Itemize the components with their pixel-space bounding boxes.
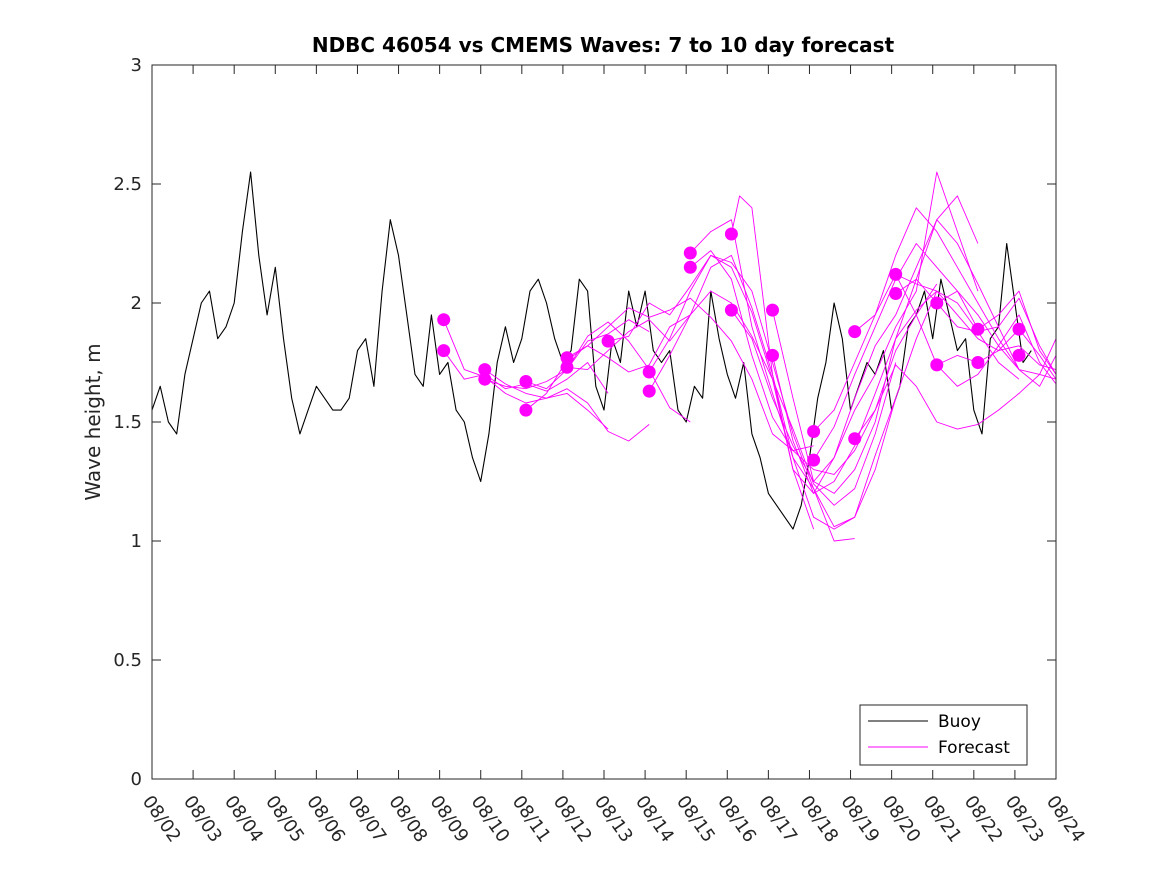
forecast-start-marker-9 [642,365,656,379]
buoy-series-line [151,171,1032,530]
forecast-start-marker-13 [724,227,738,241]
forecast-start-marker-17 [807,425,821,438]
forecast-start-marker-0 [437,313,451,327]
forecast-series-line-15 [731,171,979,482]
forecast-start-marker-24 [930,358,944,372]
x-tick-label: 08/03 [179,792,226,847]
y-tick-label: 1 [131,531,142,552]
forecast-start-marker-8 [601,334,615,348]
forecast-series-line-19 [813,243,1057,461]
forecast-start-marker-3 [478,372,492,386]
forecast-start-marker-12 [683,260,697,274]
forecast-series-line-7 [566,297,814,452]
legend-label-forecast: Forecast [938,738,1010,758]
forecast-series-line-1 [443,319,609,430]
x-tick-label: 08/02 [138,792,185,847]
x-tick-label: 08/12 [549,792,596,847]
x-tick-label: 08/22 [960,792,1007,847]
forecast-series-line-6 [525,314,691,411]
x-tick-label: 08/17 [754,792,801,847]
x-tick-label: 08/14 [631,792,678,847]
forecast-series-line-11 [648,254,897,506]
forecast-start-marker-15 [766,303,779,317]
x-tick-label: 08/09 [426,792,473,847]
forecast-start-marker-10 [642,384,656,398]
forecast-series-line-20 [854,273,1057,371]
forecast-start-marker-23 [930,296,944,310]
forecast-series-line-12 [689,219,938,528]
forecast-start-marker-19 [848,325,862,339]
forecast-start-marker-7 [560,360,574,374]
forecast-start-marker-22 [889,287,903,300]
x-tick-label: 08/21 [919,792,966,847]
x-tick-label: 08/23 [1001,792,1048,847]
x-tick-label: 08/19 [836,792,883,847]
forecast-start-marker-27 [1012,322,1026,336]
forecast-start-marker-1 [437,344,451,358]
forecast-start-marker-16 [766,348,779,362]
x-tick-label: 08/15 [672,792,719,847]
forecast-start-marker-4 [519,375,533,388]
y-tick-label: 0.5 [113,650,142,671]
x-tick-label: 08/13 [590,792,637,847]
y-tick-label: 2.5 [113,174,142,195]
forecast-series-line-13 [690,250,938,475]
x-tick-label: 08/16 [713,792,760,847]
x-tick-label: 08/07 [343,792,390,847]
y-tick-label: 3 [131,55,142,76]
x-tick-label: 08/08 [384,792,431,847]
x-tick-label: 08/04 [220,792,267,847]
chart-title: NDBC 46054 vs CMEMS Waves: 7 to 10 day f… [312,33,895,57]
y-tick-label: 0 [131,769,142,790]
series-layer [151,171,1057,542]
forecast-start-marker-18 [807,453,821,467]
x-tick-label: 08/10 [467,792,514,847]
x-tick-label: 08/06 [302,792,349,847]
marker-layer [437,227,1026,467]
forecast-start-marker-5 [519,403,533,417]
x-tick-label: 08/05 [261,792,308,847]
x-tick-label: 08/20 [878,792,925,847]
forecast-start-marker-11 [683,246,697,260]
forecast-start-marker-6 [560,351,574,365]
legend-box [859,704,1028,766]
forecast-series-line-24 [936,290,1057,375]
x-tick-label: 08/18 [795,792,842,847]
forecast-series-line-25 [936,328,1057,380]
forecast-start-marker-21 [889,267,903,281]
legend: Buoy Forecast [859,704,1028,766]
forecast-start-marker-20 [848,432,862,446]
y-tick-label: 1.5 [113,412,142,433]
y-tick-label: 2 [131,293,142,314]
forecast-start-marker-14 [724,303,738,317]
x-tick-label: 08/24 [1042,792,1089,847]
forecast-series-line-21 [854,364,1057,439]
forecast-start-marker-26 [971,356,985,369]
x-tick-label: 08/11 [508,792,555,847]
legend-label-buoy: Buoy [938,712,981,732]
plot-background [152,65,1056,779]
y-axis-label: Wave height, m [81,343,105,500]
forecast-start-marker-2 [478,363,492,377]
forecast-start-marker-28 [1012,348,1026,362]
forecast-start-marker-25 [971,322,985,336]
